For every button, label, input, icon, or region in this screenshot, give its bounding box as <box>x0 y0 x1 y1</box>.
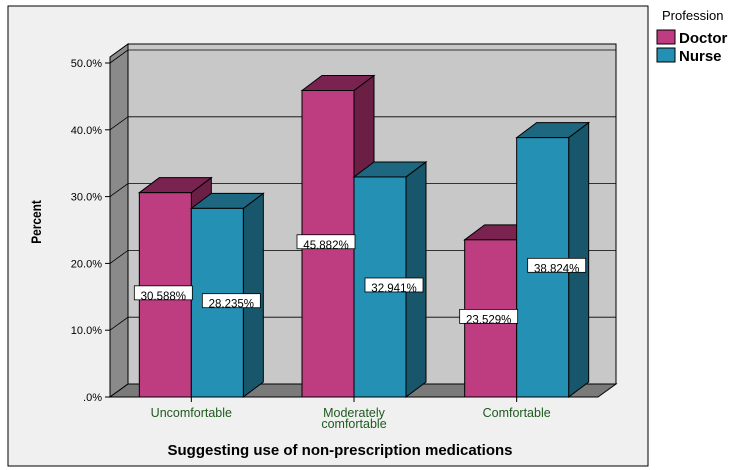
data-label-box <box>527 257 587 273</box>
data-label-box <box>133 285 193 301</box>
data-label-box <box>364 277 424 293</box>
gridline-side <box>109 116 129 131</box>
legend-entry: Doctor <box>679 30 727 47</box>
x-tick-label: Comfortable <box>483 406 551 420</box>
gridline-side <box>109 250 129 264</box>
data-label: 45.882% <box>303 240 348 252</box>
y-tick-label: 10.0% <box>71 325 102 337</box>
y-tick-label: 50.0% <box>71 58 102 70</box>
x-tick-label: Moderately <box>323 406 386 420</box>
data-label: 38.824% <box>534 263 579 275</box>
x-tick-label: comfortable <box>321 417 386 431</box>
gridline-side <box>109 316 129 331</box>
legend-title: Profession <box>662 8 723 23</box>
gridline-side <box>109 49 129 64</box>
plot-side-wall <box>109 43 129 398</box>
y-axis-title: Percent <box>28 200 44 244</box>
y-tick-label: 30.0% <box>71 192 102 204</box>
y-tick-label: .0% <box>83 392 102 404</box>
legend-swatch <box>656 29 676 45</box>
gridline-side <box>109 183 129 197</box>
data-label-box <box>459 309 519 324</box>
data-label: 32.941% <box>371 283 416 295</box>
x-axis-title: Suggesting use of non-prescription medic… <box>167 442 512 459</box>
data-label: 30.588% <box>141 291 186 303</box>
y-axis: .0% 10.0% 20.0% 30.0% 40.0% 50.0% <box>71 57 111 404</box>
data-label: 28.235% <box>209 299 254 311</box>
y-tick-label: 40.0% <box>71 125 102 137</box>
legend-entry: Nurse <box>679 48 722 65</box>
data-label: 23.529% <box>466 314 511 326</box>
y-tick-label: 20.0% <box>71 258 102 270</box>
data-labels: 30.588% 28.235% 45.882% 32.941% 23.529% 38.82… <box>133 234 587 326</box>
legend-swatch <box>656 47 676 63</box>
data-label-box <box>201 293 261 309</box>
data-label-box <box>296 234 356 250</box>
x-tick-label: Uncomfortable <box>151 406 232 420</box>
